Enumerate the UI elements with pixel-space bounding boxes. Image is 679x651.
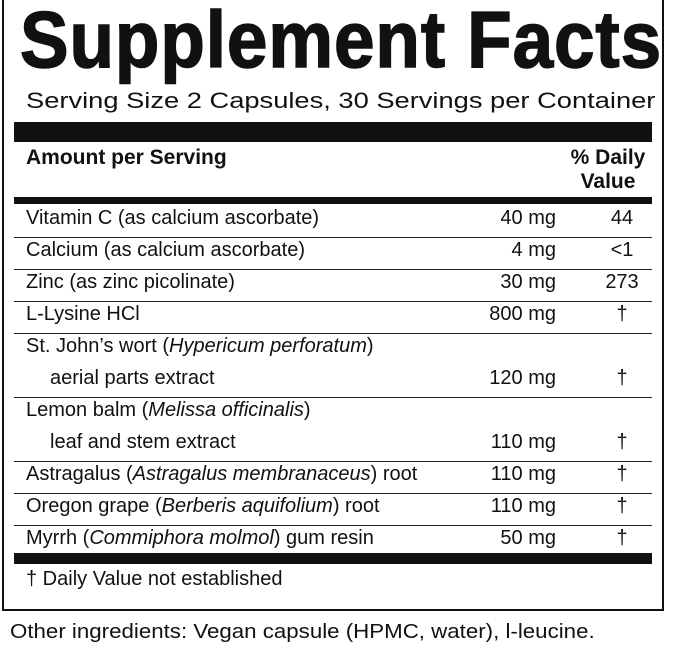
name-text: ) root [370, 463, 418, 485]
amount: 120 mg [489, 367, 556, 389]
nutrient-name: Lemon balm (Melissa officinalis) [26, 399, 311, 422]
daily-value: † [616, 367, 628, 389]
daily-value: † [616, 527, 628, 549]
table-row: Astragalus (Astragalus membranaceus) roo… [14, 461, 652, 494]
nutrient-name: Astragalus (Astragalus membranaceus) roo… [26, 463, 417, 486]
latin-name: Astragalus membranaceus [132, 463, 371, 485]
daily-value: 44 [610, 207, 634, 229]
amount: 50 mg [500, 527, 556, 549]
nutrient-name-line2: aerial parts extract [50, 367, 215, 389]
table-row: Vitamin C (as calcium ascorbate) 40 mg 44 [14, 205, 652, 238]
name-text: Vitamin C (as calcium ascorbate) [26, 207, 320, 229]
name-text: ) [366, 335, 374, 357]
name-text: L-Lysine HCl [26, 303, 140, 325]
daily-value: † [616, 431, 628, 453]
amount: 4 mg [511, 239, 556, 261]
name-text: Zinc (as zinc picolinate) [26, 271, 235, 293]
name-text: Calcium (as calcium ascorbate) [26, 239, 305, 261]
latin-name: Commiphora molmol [89, 527, 274, 549]
table-row: Oregon grape (Berberis aquifolium) root 1… [14, 493, 652, 526]
dv-header-line1: % Daily [570, 146, 646, 169]
nutrient-name-line2: leaf and stem extract [50, 431, 236, 453]
panel-title: Supplement Facts [19, 0, 663, 85]
daily-value: <1 [610, 239, 634, 261]
latin-name: Berberis aquifolium [161, 495, 333, 517]
amount: 30 mg [500, 271, 556, 293]
daily-value-header: % Daily Value [569, 146, 647, 194]
amount: 110 mg [490, 431, 556, 453]
name-text: Myrrh ( [26, 527, 90, 549]
supplement-facts-panel: Supplement Facts Serving Size 2 Capsules… [2, 0, 664, 611]
name-text: Astragalus ( [26, 463, 133, 485]
amount: 110 mg [490, 463, 556, 485]
name-text: St. John’s wort ( [26, 335, 170, 357]
name-text: Oregon grape ( [26, 495, 162, 517]
amount: 110 mg [490, 495, 556, 517]
name-text: ) root [332, 495, 380, 517]
amount-per-serving-header: Amount per Serving [26, 146, 227, 169]
nutrient-name: Calcium (as calcium ascorbate) [26, 239, 305, 262]
table-row: Myrrh (Commiphora molmol) gum resin 50 mg… [14, 525, 652, 557]
nutrient-name: Vitamin C (as calcium ascorbate) [26, 207, 319, 230]
thick-divider-bottom [14, 553, 652, 564]
name-text: Lemon balm ( [26, 399, 149, 421]
medium-divider [14, 197, 652, 204]
latin-name: Hypericum perforatum [169, 335, 367, 357]
table-row: L-Lysine HCl 800 mg † [14, 301, 652, 334]
nutrient-name: St. John’s wort (Hypericum perforatum) [26, 335, 374, 358]
table-row: St. John’s wort (Hypericum perforatum) ae… [14, 333, 652, 398]
dv-header-line2: Value [580, 170, 636, 193]
nutrient-name: Myrrh (Commiphora molmol) gum resin [26, 527, 374, 550]
amount: 40 mg [500, 207, 556, 229]
thick-divider [14, 122, 652, 142]
name-text: ) gum resin [273, 527, 374, 549]
serving-size: Serving Size 2 Capsules, 30 Servings per… [26, 88, 656, 113]
daily-value: † [616, 303, 628, 325]
footnote: † Daily Value not established [26, 568, 283, 590]
name-text: ) [303, 399, 311, 421]
nutrient-name: Zinc (as zinc picolinate) [26, 271, 235, 294]
latin-name: Melissa officinalis [148, 399, 304, 421]
daily-value: † [616, 495, 628, 517]
table-row: Zinc (as zinc picolinate) 30 mg 273 [14, 269, 652, 302]
table-row: Calcium (as calcium ascorbate) 4 mg <1 [14, 237, 652, 270]
nutrient-name: Oregon grape (Berberis aquifolium) root [26, 495, 380, 518]
nutrient-name: L-Lysine HCl [26, 303, 140, 326]
other-ingredients: Other ingredients: Vegan capsule (HPMC, … [10, 621, 595, 643]
amount: 800 mg [489, 303, 556, 325]
daily-value: 273 [605, 271, 639, 293]
daily-value: † [616, 463, 628, 485]
table-row: Lemon balm (Melissa officinalis) leaf and… [14, 397, 652, 462]
